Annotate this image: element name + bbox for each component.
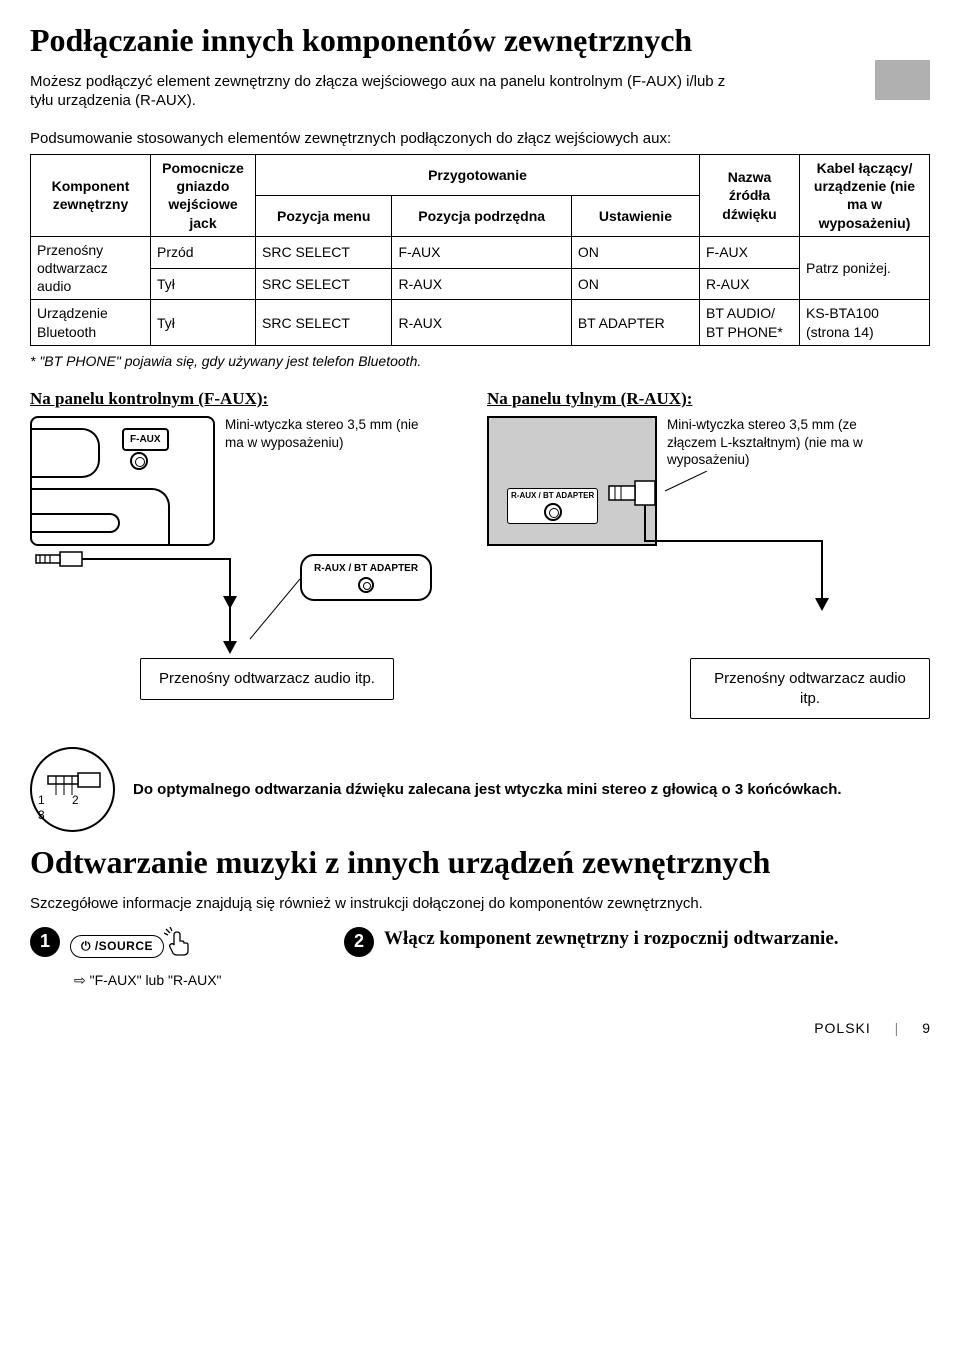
step-1-badge: 1 (30, 927, 60, 957)
cell-r3c1: Urządzenie Bluetooth (31, 300, 151, 345)
th-prep: Przygotowanie (256, 155, 700, 196)
footer-lang: POLSKI (814, 1020, 871, 1036)
right-panel-desc: Mini-wtyczka stereo 3,5 mm (ze złączem L… (667, 416, 877, 469)
rear-jack-icon (544, 503, 562, 521)
cell-r12c5: Patrz poniżej. (800, 236, 930, 300)
th-source: Nazwa źródła dźwięku (700, 155, 800, 237)
cell-r1c3a: SRC SELECT (256, 236, 392, 268)
step-2-text: Włącz komponent zewnętrzny i rozpocznij … (384, 927, 839, 952)
table-footnote: * "BT PHONE" pojawia się, gdy używany je… (30, 352, 930, 370)
cell-r3c3a: SRC SELECT (256, 300, 392, 345)
faux-port-label: F-AUX (122, 428, 169, 451)
cell-r3c4: BT AUDIO/ BT PHONE* (700, 300, 800, 345)
th-component: Komponent zewnętrzny (31, 155, 151, 237)
cell-r3c2: Tył (151, 300, 256, 345)
cell-r1c2: Przód (151, 236, 256, 268)
cell-r1c4: F-AUX (700, 236, 800, 268)
faux-jack (130, 452, 148, 470)
th-cable: Kabel łączący/ urządzenie (nie ma w wypo… (800, 155, 930, 237)
rear-port-label: R-AUX / BT ADAPTER (511, 491, 594, 501)
connection-table: Komponent zewnętrzny Pomocnicze gniazdo … (30, 154, 930, 346)
raux-callout-label: R-AUX / BT ADAPTER (314, 562, 418, 575)
hand-icon (164, 927, 196, 965)
page-title-2: Odtwarzanie muzyki z innych urządzeń zew… (30, 842, 930, 884)
page-footer: POLSKI | 9 (30, 1019, 930, 1037)
cell-r3c5: KS-BTA100 (strona 14) (800, 300, 930, 345)
side-gray-tab (875, 60, 930, 100)
step-1-sub: ⇨ "F-AUX" lub "R-AUX" (74, 971, 930, 989)
left-device-arrow (210, 606, 270, 666)
front-panel-diagram: F-AUX (30, 416, 215, 546)
th-menu: Pozycja menu (256, 195, 392, 236)
cell-r2c4: R-AUX (700, 268, 800, 300)
source-button[interactable]: ⏻ /SOURCE (70, 935, 164, 959)
cell-r2c2: Tył (151, 268, 256, 300)
cell-r3c3c: BT ADAPTER (571, 300, 699, 345)
device-box-left: Przenośny odtwarzacz audio itp. (140, 658, 394, 700)
cell-r2c3a: SRC SELECT (256, 268, 392, 300)
plug-tip-text: Do optymalnego odtwarzania dźwięku zalec… (133, 780, 842, 800)
plug-tip-icon: 1 2 3 (30, 747, 115, 832)
table-summary: Podsumowanie stosowanych elementów zewnę… (30, 129, 930, 149)
cell-r1c3b: F-AUX (392, 236, 571, 268)
intro-text: Możesz podłączyć element zewnętrzny do z… (30, 72, 750, 111)
right-panel-title: Na panelu tylnym (R-AUX): (487, 388, 930, 410)
cell-r3c3b: R-AUX (392, 300, 571, 345)
cell-r1c3c: ON (571, 236, 699, 268)
raux-callout: R-AUX / BT ADAPTER (300, 554, 432, 601)
page-title: Podłączanie innych komponentów zewnętrzn… (30, 20, 930, 62)
left-panel-title: Na panelu kontrolnym (F-AUX): (30, 388, 473, 410)
intro-2: Szczegółowe informacje znajdują się równ… (30, 894, 930, 914)
th-set: Ustawienie (571, 195, 699, 236)
step-2-badge: 2 (344, 927, 374, 957)
footer-page-num: 9 (922, 1020, 930, 1036)
left-panel-desc: Mini-wtyczka stereo 3,5 mm (nie ma w wyp… (225, 416, 425, 451)
plug-tip-numbers: 1 2 3 (38, 793, 113, 824)
th-sub: Pozycja podrzędna (392, 195, 571, 236)
cell-r2c3b: R-AUX (392, 268, 571, 300)
device-box-right: Przenośny odtwarzacz audio itp. (690, 658, 930, 719)
raux-callout-jack (358, 577, 374, 593)
cell-r2c3c: ON (571, 268, 699, 300)
th-jack: Pomocnicze gniazdo wejściowe jack (151, 155, 256, 237)
cell-r1c1: Przenośny odtwarzacz audio (31, 236, 151, 300)
